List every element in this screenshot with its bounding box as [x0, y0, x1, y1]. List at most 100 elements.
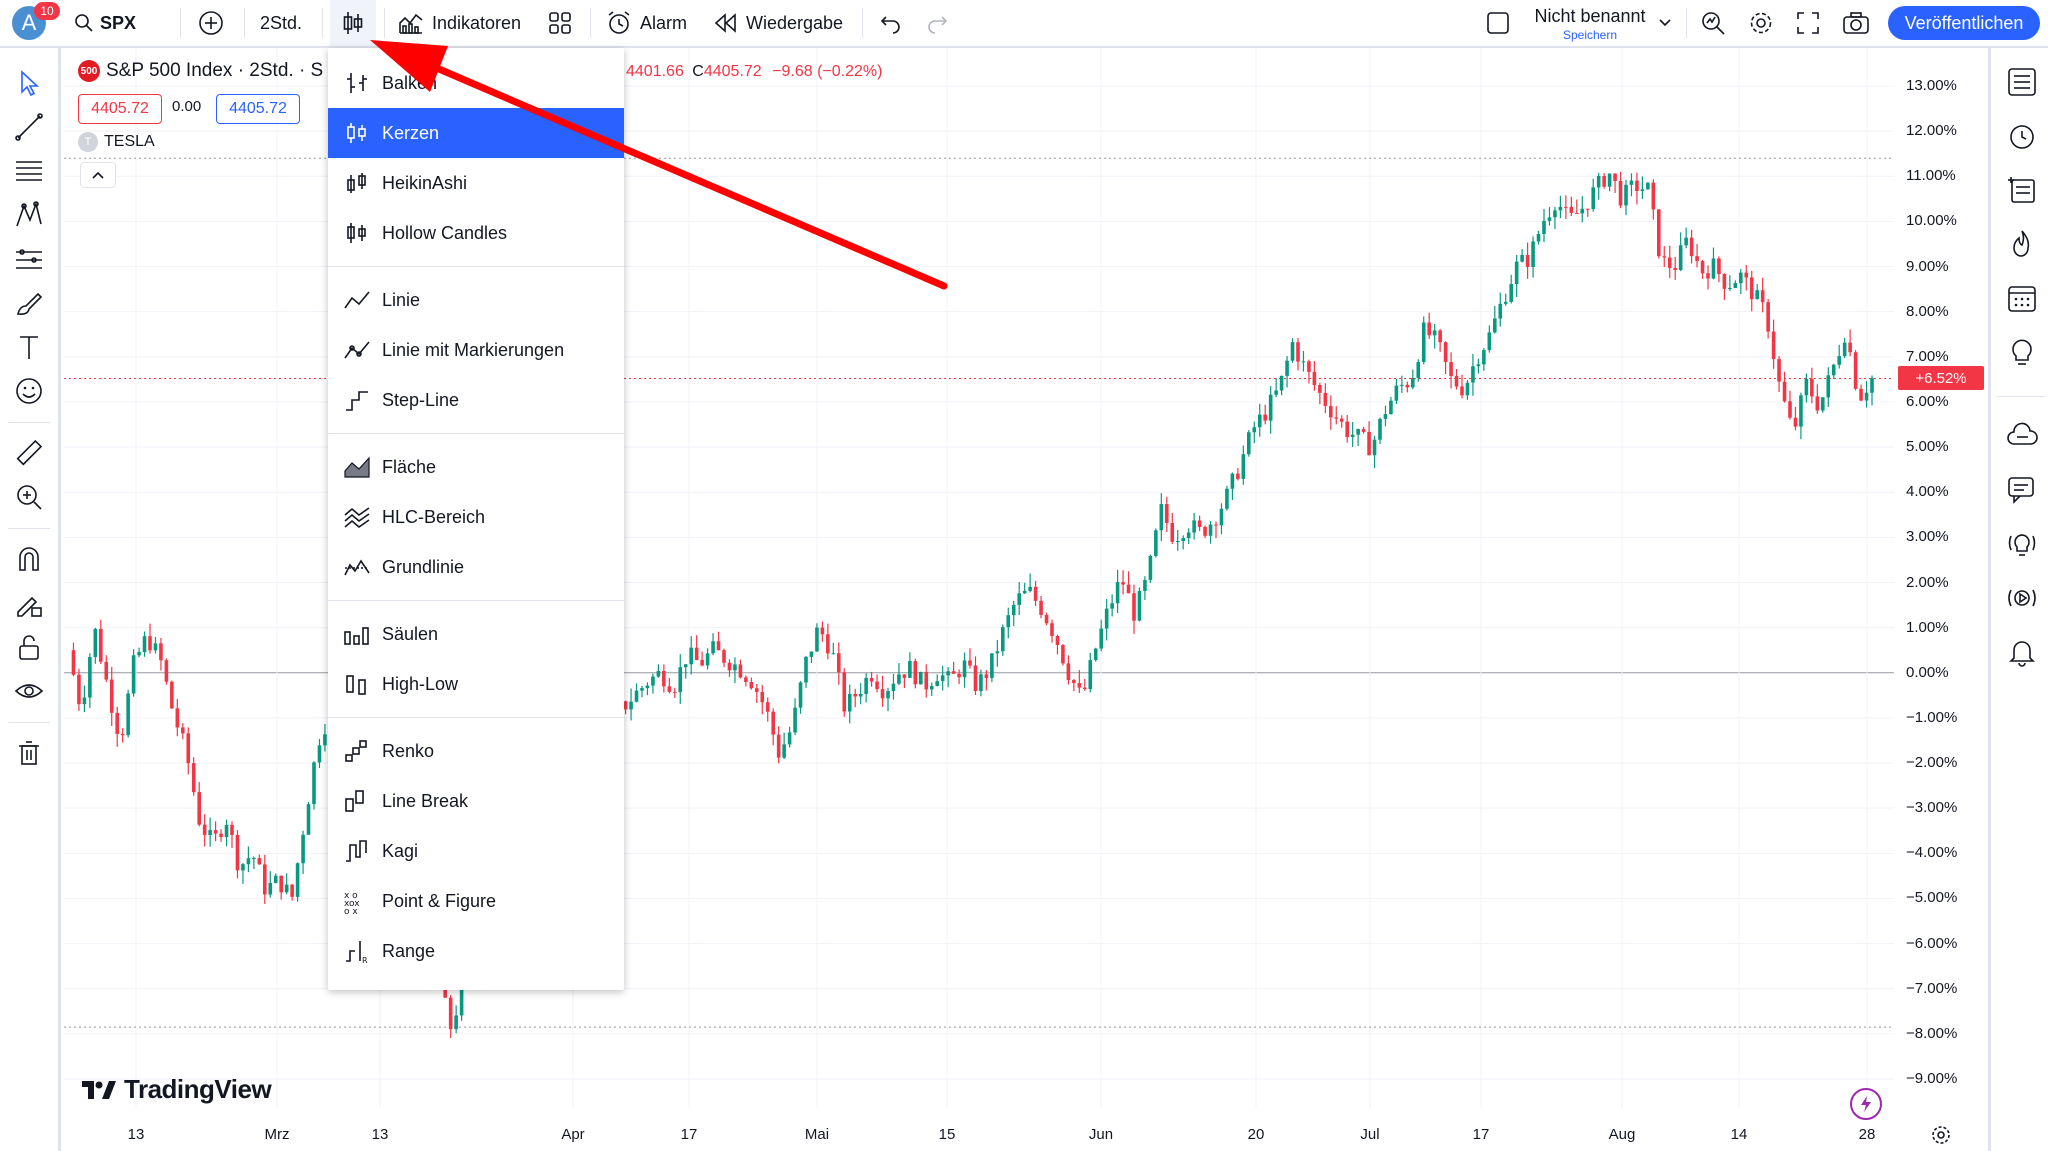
candle-body [295, 863, 300, 897]
menu-item-hollow-candles[interactable]: Hollow Candles [328, 208, 624, 258]
chart-type-button[interactable] [330, 0, 376, 46]
fib-retracement-icon[interactable] [14, 156, 44, 186]
menu-item-range[interactable]: R Range [328, 926, 624, 976]
candle-body [1618, 180, 1623, 206]
ideas-bulb-icon[interactable] [2006, 336, 2038, 368]
menu-item-renko[interactable]: Renko [328, 726, 624, 776]
trend-line-icon[interactable] [14, 112, 44, 142]
unlock-icon[interactable] [14, 632, 44, 662]
compare-legend[interactable]: T TESLA [78, 132, 155, 152]
brush-icon[interactable] [14, 288, 44, 318]
candle-body [1099, 628, 1103, 649]
replay-button[interactable]: Wiedergabe [714, 0, 843, 46]
broadcast-play-icon[interactable] [2006, 582, 2038, 614]
menu-item-label: HLC-Bereich [382, 506, 486, 527]
compare-symbol-button[interactable] [198, 0, 224, 46]
menu-item-high-low[interactable]: High-Low [328, 659, 624, 709]
candle-body [1296, 342, 1300, 362]
cloud-chat-icon[interactable] [2006, 420, 2038, 452]
time-axis[interactable]: 13 Mrz 13 Apr 17 Mai 15 Jun 20 Jul 17 Aug 14 28 [64, 1110, 1894, 1151]
lock-drawing-icon[interactable] [14, 588, 44, 618]
menu-item-label: Line Break [382, 790, 469, 811]
candle-body [1531, 241, 1535, 267]
menu-item-point-figure[interactable]: x o xox o x Point & Figure [328, 876, 624, 926]
hotlist-flame-icon[interactable] [2006, 228, 2038, 260]
watchlist-icon[interactable] [2006, 66, 2038, 98]
chat-icon[interactable] [2006, 474, 2038, 506]
candle-body [623, 701, 628, 710]
menu-item-step-line[interactable]: Step-Line [328, 375, 624, 425]
candle-body [1646, 182, 1650, 190]
menu-item-heikinashi[interactable]: HeikinAshi [328, 158, 624, 208]
menu-item-linie-mit-markierungen[interactable]: Linie mit Markierungen [328, 325, 624, 375]
interval-button[interactable]: 2Std. [260, 0, 302, 46]
notifications-bell-icon[interactable] [2006, 636, 2038, 668]
ask-price[interactable]: 4405.72 [216, 94, 300, 124]
fullscreen-button[interactable] [1796, 0, 1820, 46]
line-break-icon [345, 790, 364, 812]
alert-button[interactable]: Alarm [606, 0, 687, 46]
candle-body [995, 651, 1000, 654]
axis-settings-icon[interactable] [1930, 1124, 1952, 1146]
price-axis-label: −9.00% [1906, 1070, 1958, 1087]
redo-button[interactable] [926, 0, 948, 46]
candle-body [1181, 538, 1185, 542]
layout-menu-button[interactable] [1658, 0, 1672, 46]
ruler-icon[interactable] [14, 438, 44, 468]
calendar-icon[interactable] [2006, 282, 2038, 314]
gear-icon [1750, 12, 1772, 34]
stream-bulb-icon[interactable] [2006, 528, 2038, 560]
pattern-icon[interactable] [14, 200, 44, 230]
publish-button[interactable]: Veröffentlichen [1888, 6, 2040, 40]
bid-price[interactable]: 4405.72 [78, 94, 162, 124]
candle-body [88, 657, 92, 698]
price-axis-label: −5.00% [1906, 889, 1958, 907]
menu-item-grundlinie[interactable]: Grundlinie [328, 542, 624, 592]
collapse-legend-button[interactable] [80, 162, 116, 188]
candle-body [1870, 378, 1874, 393]
candle-body [1558, 206, 1563, 211]
text-icon[interactable] [14, 332, 44, 362]
layout-checkbox[interactable] [1486, 0, 1510, 46]
lightning-icon[interactable] [1850, 1088, 1882, 1120]
candle-body [1405, 384, 1410, 388]
data-window-icon[interactable] [2006, 174, 2038, 206]
chevron-up-icon [92, 171, 104, 179]
price-axis-label: 12.00% [1906, 122, 1957, 140]
screenshot-button[interactable] [1842, 0, 1870, 46]
candle-body [946, 671, 950, 676]
price-axis[interactable]: 13.00% 12.00% 11.00% 10.00% 9.00% 8.00% 7.00% 6… [1894, 48, 1988, 1108]
candle-body [1312, 371, 1317, 386]
eye-icon[interactable] [14, 676, 44, 706]
time-axis-label: Mai [804, 1126, 830, 1143]
emoji-icon[interactable] [14, 376, 44, 406]
symbol-legend[interactable]: 500 S&P 500 Index · 2Std. · S [78, 60, 338, 82]
menu-item-line-break[interactable]: Line Break [328, 776, 624, 826]
candle-body [148, 636, 152, 651]
menu-item-linie[interactable]: Linie [328, 275, 624, 325]
zoom-in-icon[interactable] [14, 482, 44, 512]
layout-name-button[interactable]: Nicht benannt Speichern [1530, 6, 1650, 42]
menu-item-saeulen[interactable]: Säulen [328, 609, 624, 659]
layouts-button[interactable] [548, 0, 572, 46]
cursor-icon[interactable] [14, 68, 44, 98]
menu-item-balken[interactable]: Balken [328, 58, 624, 108]
forecast-icon[interactable] [14, 244, 44, 274]
candle-body [257, 858, 262, 865]
alarm-clock-icon[interactable] [2006, 120, 2038, 152]
settings-button[interactable] [1748, 0, 1774, 46]
menu-item-hlc-bereich[interactable]: HLC-Bereich [328, 492, 624, 542]
symbol-search-button[interactable]: SPX [74, 0, 136, 46]
menu-item-kagi[interactable]: Kagi [328, 826, 624, 876]
quick-search-button[interactable] [1700, 0, 1726, 46]
price-axis-label: −3.00% [1906, 799, 1958, 817]
candle-body [1678, 245, 1683, 270]
menu-item-flaeche[interactable]: Fläche [328, 442, 624, 492]
quick-search-icon [1702, 12, 1725, 35]
menu-item-kerzen[interactable]: Kerzen [328, 108, 624, 158]
magnet-icon[interactable] [14, 544, 44, 574]
indicators-button[interactable]: Indikatoren [398, 0, 521, 46]
trash-icon[interactable] [14, 738, 44, 768]
price-axis-label: 7.00% [1906, 347, 1949, 365]
undo-button[interactable] [880, 0, 902, 46]
